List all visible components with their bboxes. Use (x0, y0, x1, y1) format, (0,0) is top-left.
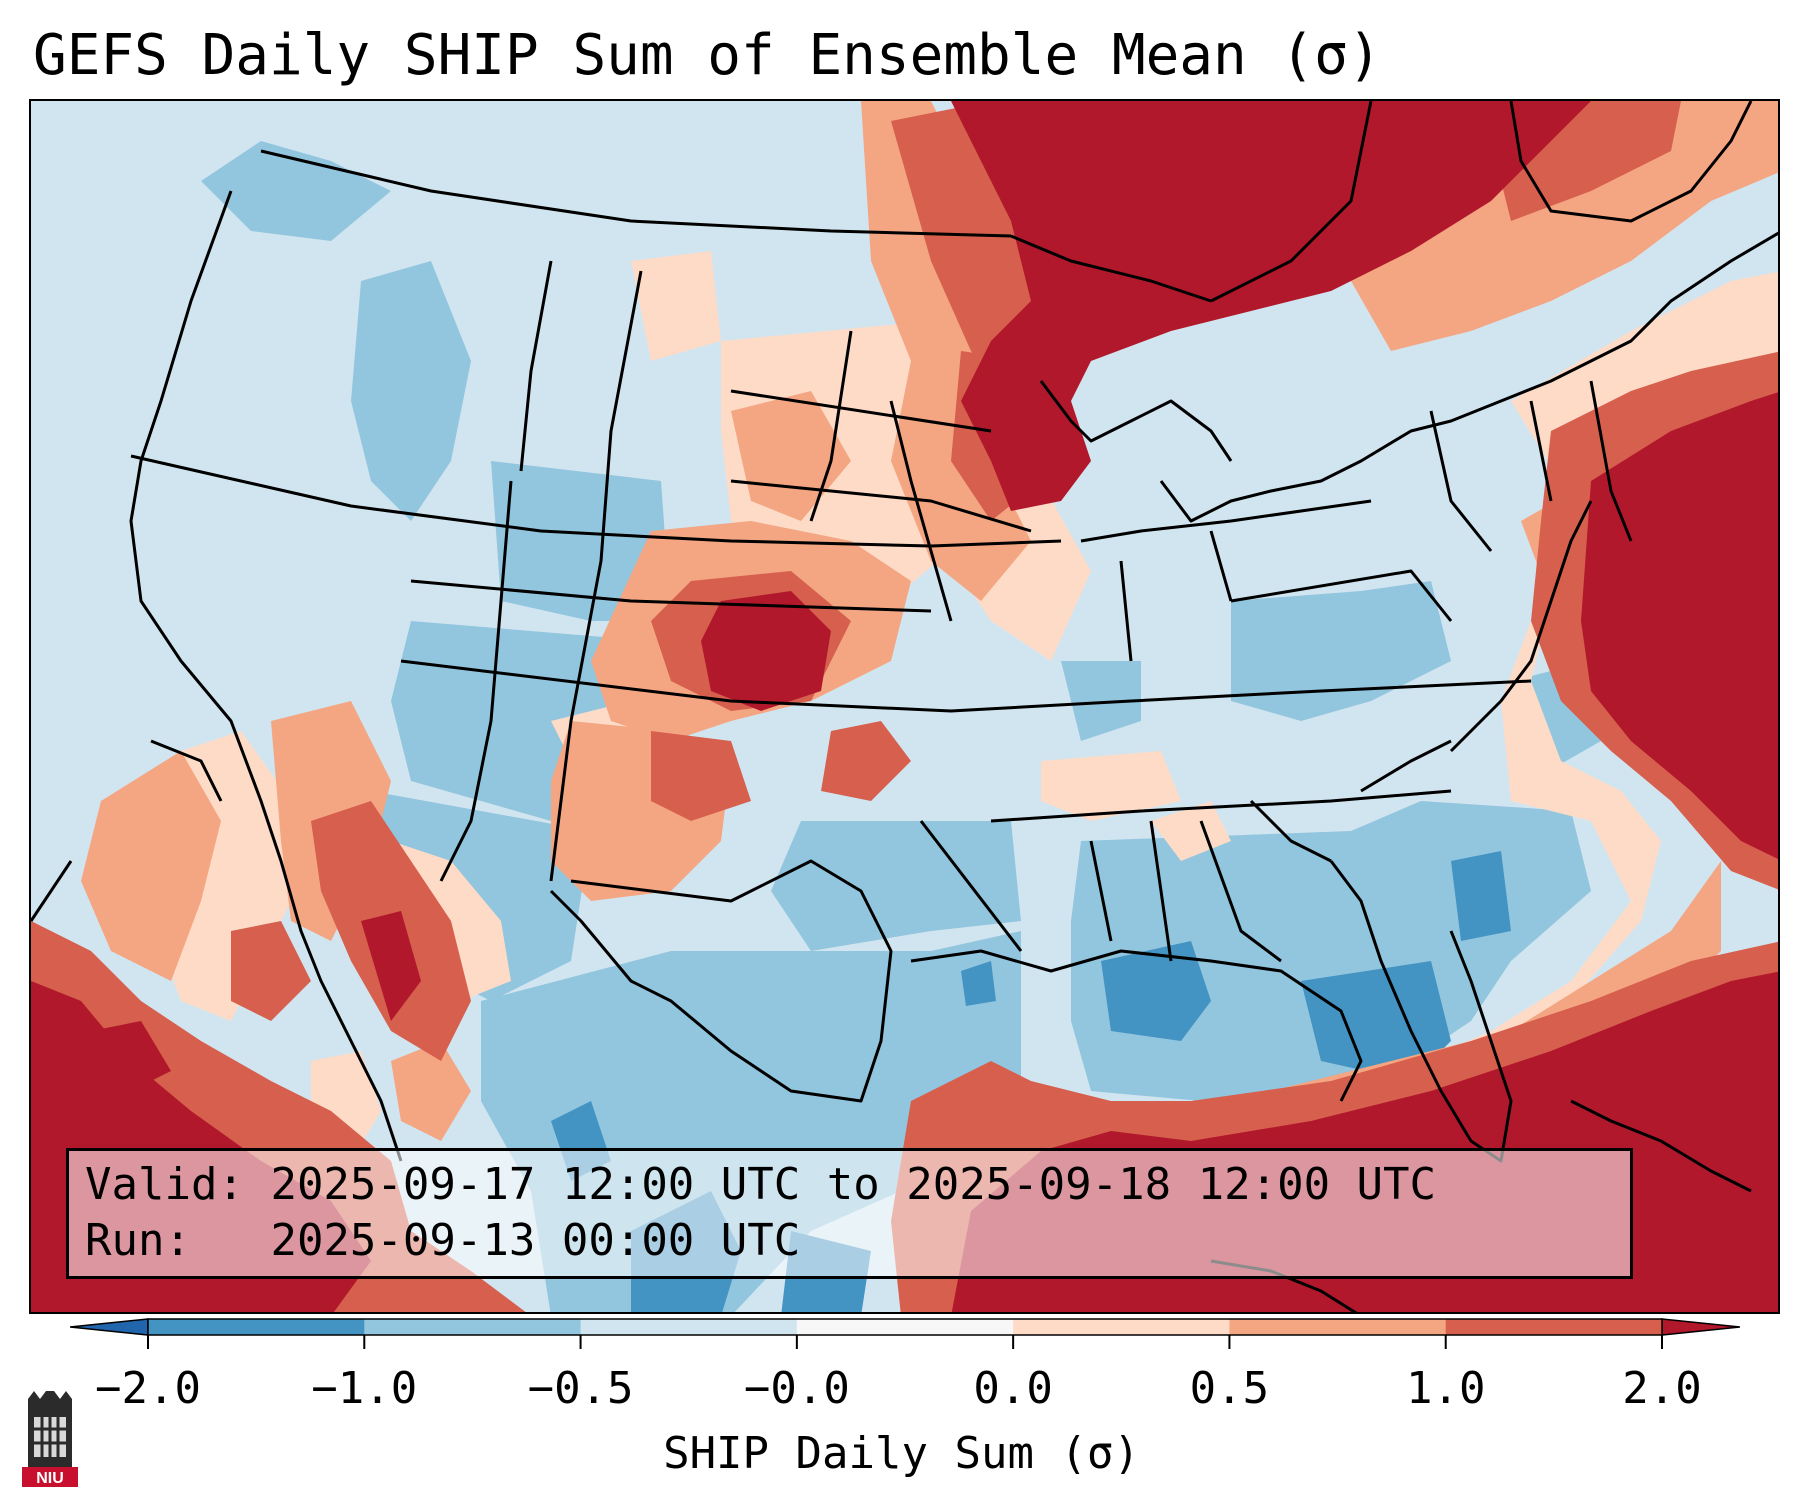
colorbar-tick-label: 0.0 (973, 1363, 1053, 1414)
valid-label: Valid: (85, 1159, 244, 1210)
colorbar-tick-label: −2.0 (95, 1363, 201, 1414)
colorbar-segment (1013, 1319, 1230, 1335)
colorbar-tick-label: −0.5 (527, 1363, 634, 1414)
valid-time-range: 2025-09-17 12:00 UTC to 2025-09-18 12:00… (270, 1159, 1437, 1210)
colorbar-tick-label: −0.0 (743, 1363, 850, 1414)
map-title: GEFS Daily SHIP Sum of Ensemble Mean (σ) (33, 23, 1382, 88)
colorbar-tick-label: 1.0 (1405, 1363, 1486, 1414)
valid-time-info-box: Valid: 2025-09-17 12:00 UTC to 2025-09-1… (66, 1148, 1633, 1279)
political-boundaries (31, 101, 1778, 1312)
colorbar-tick-label: −1.0 (311, 1363, 418, 1414)
colorbar-segment (1445, 1319, 1663, 1335)
colorbar-over-extension (1661, 1318, 1740, 1336)
map-panel (29, 99, 1780, 1314)
niu-logo: NIU (22, 1391, 78, 1487)
logo-text: NIU (36, 1470, 64, 1487)
colorbar-segment (364, 1319, 582, 1335)
run-time: 2025-09-13 00:00 UTC (270, 1215, 801, 1266)
colorbar-segment (580, 1319, 798, 1335)
colorbar-tick-label: 0.5 (1189, 1363, 1270, 1414)
colorbar-segment (1229, 1319, 1447, 1335)
colorbar (70, 1318, 1740, 1349)
colorbar-label: SHIP Daily Sum (σ) (663, 1428, 1140, 1479)
ship-anomaly-map (31, 101, 1778, 1312)
colorbar-segment (796, 1319, 1014, 1335)
run-label: Run: (85, 1215, 191, 1266)
colorbar-segment (148, 1319, 365, 1335)
colorbar-under-extension (70, 1318, 149, 1336)
logo-banner (22, 1467, 78, 1487)
colorbar-tick-label: 2.0 (1622, 1363, 1702, 1414)
colorbar-outline (147, 1318, 1663, 1336)
